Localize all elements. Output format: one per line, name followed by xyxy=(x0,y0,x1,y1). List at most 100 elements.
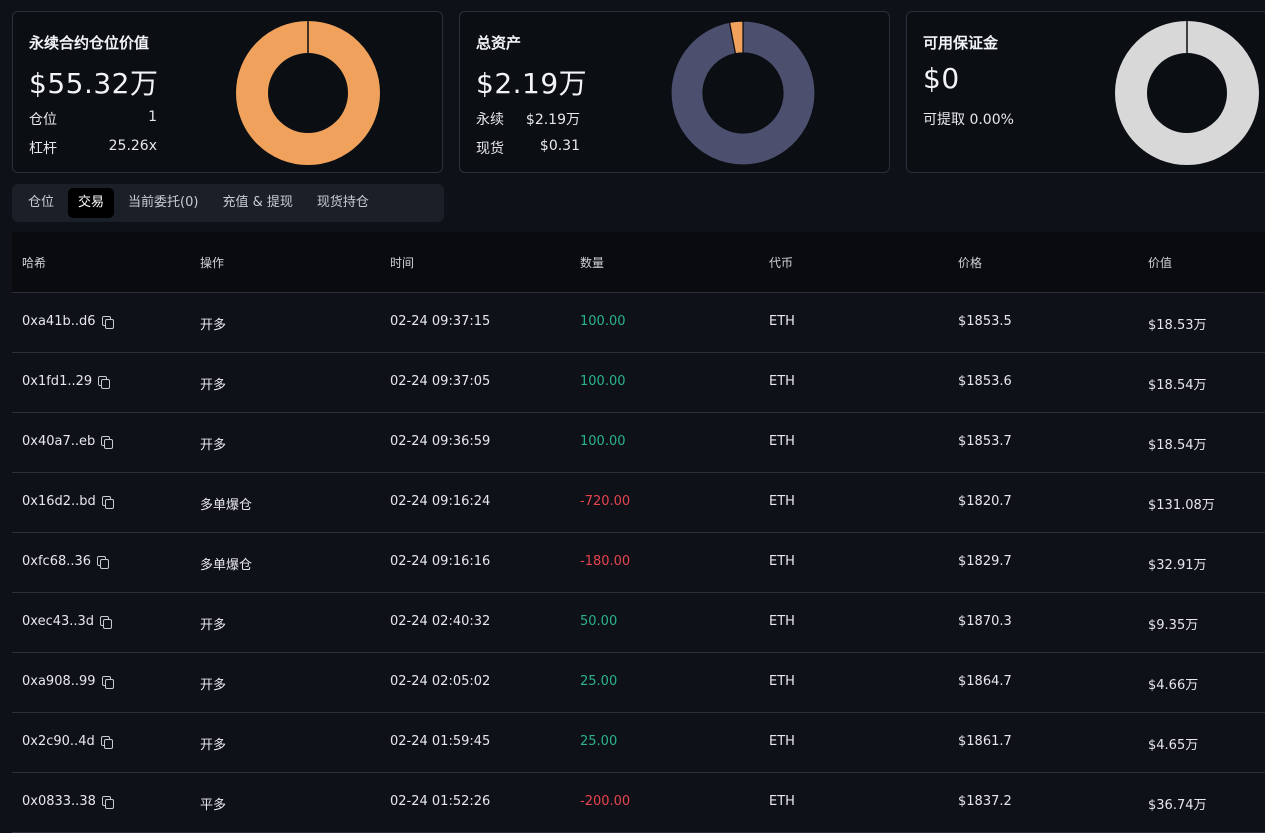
copy-icon[interactable] xyxy=(100,736,113,749)
action-cell: 开多 xyxy=(200,678,227,693)
copy-icon[interactable] xyxy=(101,676,114,689)
table-row[interactable]: 0xa41b..d6 开多 02-24 09:37:15 100.00 ETH … xyxy=(12,293,1265,353)
copy-icon[interactable] xyxy=(98,376,111,389)
trades-table: 哈希 操作 时间 数量 代币 价格 价值 0xa41b..d6 开多 02-24… xyxy=(12,232,1265,833)
tab-spot-holdings[interactable]: 现货持仓 xyxy=(316,195,369,210)
value-cell: $131.08万 xyxy=(1148,498,1215,513)
value-cell: $32.91万 xyxy=(1148,558,1207,573)
token-cell: ETH xyxy=(769,554,795,569)
spot-assets-row: 现货 $0.31 xyxy=(476,138,580,158)
position-label: 仓位 xyxy=(29,112,57,128)
table-row[interactable]: 0x0833..38 平多 02-24 01:52:26 -200.00 ETH… xyxy=(12,773,1265,833)
time-cell: 02-24 02:40:32 xyxy=(390,614,491,629)
action-cell: 开多 xyxy=(200,318,227,333)
copy-icon[interactable] xyxy=(100,616,113,629)
token-cell: ETH xyxy=(769,674,795,689)
card-value: $55.32万 xyxy=(29,67,159,100)
copy-icon[interactable] xyxy=(101,496,114,509)
header-value: 价值 xyxy=(1148,256,1173,270)
value-cell: $18.53万 xyxy=(1148,318,1207,333)
donut-segment xyxy=(236,21,380,165)
time-cell: 02-24 01:52:26 xyxy=(390,794,491,809)
time-cell: 02-24 09:16:16 xyxy=(390,554,491,569)
header-price: 价格 xyxy=(958,256,983,270)
hash-cell: 0x1fd1..29 xyxy=(22,374,111,389)
leverage-value: 25.26x xyxy=(108,138,157,154)
table-row[interactable]: 0xa908..99 开多 02-24 02:05:02 25.00 ETH $… xyxy=(12,653,1265,713)
quantity-cell: 100.00 xyxy=(580,434,626,449)
time-cell: 02-24 09:36:59 xyxy=(390,434,491,449)
table-row[interactable]: 0x2c90..4d 开多 02-24 01:59:45 25.00 ETH $… xyxy=(12,713,1265,773)
card-title: 永续合约仓位价值 xyxy=(29,34,150,52)
table-body: 0xa41b..d6 开多 02-24 09:37:15 100.00 ETH … xyxy=(12,293,1265,833)
time-cell: 02-24 09:16:24 xyxy=(390,494,491,509)
margin-donut-chart xyxy=(1115,21,1259,165)
hash-cell: 0xa908..99 xyxy=(22,674,114,689)
value-cell: $9.35万 xyxy=(1148,618,1199,633)
tab-deposit-withdraw[interactable]: 充值 & 提现 xyxy=(222,195,293,210)
leverage-row: 杠杆 25.26x xyxy=(29,138,157,158)
value-cell: $36.74万 xyxy=(1148,798,1207,813)
tab-positions[interactable]: 仓位 xyxy=(28,195,55,210)
token-cell: ETH xyxy=(769,614,795,629)
token-cell: ETH xyxy=(769,734,795,749)
perp-donut-chart xyxy=(236,21,380,165)
hash-text[interactable]: 0x16d2..bd xyxy=(22,494,96,509)
action-cell: 开多 xyxy=(200,738,227,753)
position-row: 仓位 1 xyxy=(29,109,157,129)
table-row[interactable]: 0x16d2..bd 多单爆仓 02-24 09:16:24 -720.00 E… xyxy=(12,473,1265,533)
hash-cell: 0x40a7..eb xyxy=(22,434,114,449)
copy-icon[interactable] xyxy=(101,316,114,329)
value-cell: $18.54万 xyxy=(1148,378,1207,393)
copy-icon[interactable] xyxy=(97,556,110,569)
tab-open-orders[interactable]: 当前委托(0) xyxy=(128,195,199,210)
donut-segment xyxy=(1115,21,1259,165)
total-assets-card: 总资产 $2.19万 永续 $2.19万 现货 $0.31 xyxy=(459,11,890,173)
price-cell: $1870.3 xyxy=(958,614,1012,629)
header-hash: 哈希 xyxy=(22,256,47,270)
spot-assets-value: $0.31 xyxy=(539,138,580,154)
time-cell: 02-24 02:05:02 xyxy=(390,674,491,689)
perp-assets-value: $2.19万 xyxy=(525,112,580,128)
hash-text[interactable]: 0xa41b..d6 xyxy=(22,314,96,329)
donut-segment xyxy=(670,20,816,166)
copy-icon[interactable] xyxy=(101,436,114,449)
hash-cell: 0xec43..3d xyxy=(22,614,113,629)
hash-text[interactable]: 0x1fd1..29 xyxy=(22,374,93,389)
table-row[interactable]: 0xfc68..36 多单爆仓 02-24 09:16:16 -180.00 E… xyxy=(12,533,1265,593)
table-row[interactable]: 0x1fd1..29 开多 02-24 09:37:05 100.00 ETH … xyxy=(12,353,1265,413)
hash-text[interactable]: 0xa908..99 xyxy=(22,674,96,689)
token-cell: ETH xyxy=(769,374,795,389)
value-cell: $4.65万 xyxy=(1148,738,1199,753)
hash-text[interactable]: 0xec43..3d xyxy=(22,614,95,629)
hash-cell: 0xa41b..d6 xyxy=(22,314,114,329)
hash-text[interactable]: 0x2c90..4d xyxy=(22,734,95,749)
header-action: 操作 xyxy=(200,256,225,270)
position-value: 1 xyxy=(148,109,157,125)
hash-cell: 0x16d2..bd xyxy=(22,494,114,509)
card-title: 总资产 xyxy=(476,34,522,52)
table-row[interactable]: 0x40a7..eb 开多 02-24 09:36:59 100.00 ETH … xyxy=(12,413,1265,473)
hash-text[interactable]: 0x0833..38 xyxy=(22,794,96,809)
price-cell: $1861.7 xyxy=(958,734,1012,749)
summary-cards: 永续合约仓位价值 $55.32万 仓位 1 杠杆 25.26x 总资产 $2.1… xyxy=(12,11,1265,173)
hash-text[interactable]: 0x40a7..eb xyxy=(22,434,96,449)
action-cell: 开多 xyxy=(200,378,227,393)
time-cell: 02-24 09:37:05 xyxy=(390,374,491,389)
header-quantity: 数量 xyxy=(580,256,605,270)
table-row[interactable]: 0xec43..3d 开多 02-24 02:40:32 50.00 ETH $… xyxy=(12,593,1265,653)
hash-cell: 0x2c90..4d xyxy=(22,734,113,749)
hash-text[interactable]: 0xfc68..36 xyxy=(22,554,92,569)
tab-trades[interactable]: 交易 xyxy=(68,188,115,218)
token-cell: ETH xyxy=(769,494,795,509)
leverage-label: 杠杆 xyxy=(29,141,57,157)
donut-segment xyxy=(728,20,744,55)
quantity-cell: 25.00 xyxy=(580,674,618,689)
price-cell: $1820.7 xyxy=(958,494,1012,509)
header-time: 时间 xyxy=(390,256,415,270)
copy-icon[interactable] xyxy=(101,796,114,809)
quantity-cell: -720.00 xyxy=(580,494,631,509)
price-cell: $1853.6 xyxy=(958,374,1012,389)
quantity-cell: 50.00 xyxy=(580,614,618,629)
token-cell: ETH xyxy=(769,794,795,809)
